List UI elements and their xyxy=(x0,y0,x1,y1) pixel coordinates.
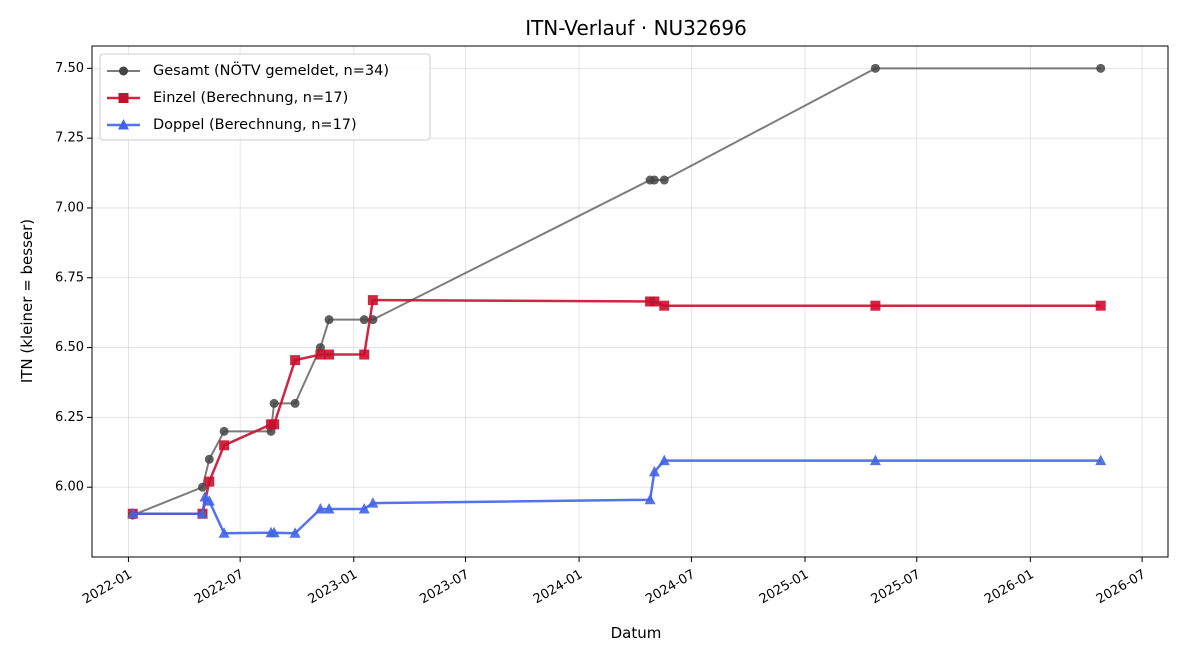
series-layer xyxy=(127,63,1107,538)
data-point xyxy=(203,495,215,506)
data-point xyxy=(323,502,335,514)
data-point xyxy=(649,296,660,307)
data-point xyxy=(127,507,139,519)
data-point xyxy=(870,63,880,73)
x-tick-label: 2022-07 xyxy=(192,567,247,607)
y-tick-label: 7.00 xyxy=(55,200,84,215)
x-tick-label: 2026-07 xyxy=(1094,567,1149,607)
series-line xyxy=(132,298,1101,515)
legend-marker xyxy=(119,66,128,76)
data-point xyxy=(358,502,370,514)
data-point xyxy=(204,476,215,487)
data-point xyxy=(644,493,656,505)
data-point xyxy=(219,426,229,436)
data-point xyxy=(659,175,669,185)
x-tick-label: 2023-01 xyxy=(306,567,361,607)
data-point xyxy=(218,527,230,538)
data-point xyxy=(315,349,326,360)
data-point xyxy=(659,300,670,311)
legend-label: Einzel (Berechnung, n=17) xyxy=(153,90,348,106)
plot-frame xyxy=(91,45,1169,558)
x-tick-label: 2025-07 xyxy=(869,567,924,607)
data-point xyxy=(870,300,881,311)
y-axis-ticks: 6.00 6.25 6.50 6.75 7.00 7.25 7.50 xyxy=(55,61,92,495)
data-point xyxy=(869,454,881,466)
data-point xyxy=(367,497,379,508)
y-axis-label: ITN (kleiner = besser) xyxy=(18,219,36,383)
legend-label: Doppel (Berechnung, n=17) xyxy=(153,117,357,133)
x-tick-label: 2024-07 xyxy=(643,567,698,607)
y-tick-label: 6.25 xyxy=(55,410,84,425)
y-tick-label: 6.75 xyxy=(55,270,84,285)
series-circle xyxy=(128,63,1106,520)
data-point xyxy=(204,454,214,464)
legend-items: Gesamt (NÖTV gemeldet, n=34) Einzel (Bere… xyxy=(107,61,389,133)
data-point xyxy=(359,315,369,325)
data-point xyxy=(324,349,335,360)
x-tick-label: 2026-01 xyxy=(982,567,1037,607)
grid-layer xyxy=(92,46,1168,557)
data-point xyxy=(269,398,279,408)
x-tick-label: 2023-07 xyxy=(417,567,472,607)
series-line xyxy=(132,459,1101,535)
x-axis-label: Datum xyxy=(611,624,662,642)
x-axis-ticks: 2022-01 2022-07 2023-01 2023-07 2024-01 2024-… xyxy=(80,557,1148,607)
data-point xyxy=(314,502,326,514)
data-point xyxy=(1095,454,1107,466)
data-point xyxy=(219,440,230,451)
data-point xyxy=(1096,63,1106,73)
x-tick-label: 2024-01 xyxy=(531,567,586,607)
legend-label: Gesamt (NÖTV gemeldet, n=34) xyxy=(153,61,389,79)
data-point xyxy=(289,527,301,538)
data-point xyxy=(648,465,660,477)
data-point xyxy=(367,295,378,306)
legend-marker xyxy=(118,119,129,130)
legend: Gesamt (NÖTV gemeldet, n=34) Einzel (Bere… xyxy=(99,53,431,141)
legend-marker xyxy=(118,93,129,103)
data-point xyxy=(658,454,670,466)
series-line xyxy=(132,67,1101,517)
x-tick-label: 2022-01 xyxy=(80,567,135,607)
data-point xyxy=(290,398,300,408)
y-tick-label: 6.50 xyxy=(55,340,84,355)
data-point xyxy=(1095,300,1106,311)
data-point xyxy=(197,507,209,519)
series-triangle xyxy=(127,454,1107,538)
data-point xyxy=(324,315,334,325)
y-tick-label: 6.00 xyxy=(55,480,84,495)
data-point xyxy=(268,526,280,538)
data-point xyxy=(649,175,659,185)
x-tick-label: 2025-01 xyxy=(757,567,812,607)
chart-title: ITN-Verlauf · NU32696 xyxy=(525,16,747,40)
data-point xyxy=(269,419,280,430)
data-point xyxy=(359,349,370,360)
y-tick-label: 7.50 xyxy=(55,61,84,76)
legend-box xyxy=(99,53,431,141)
y-tick-label: 7.25 xyxy=(55,131,84,146)
data-point xyxy=(290,355,301,366)
